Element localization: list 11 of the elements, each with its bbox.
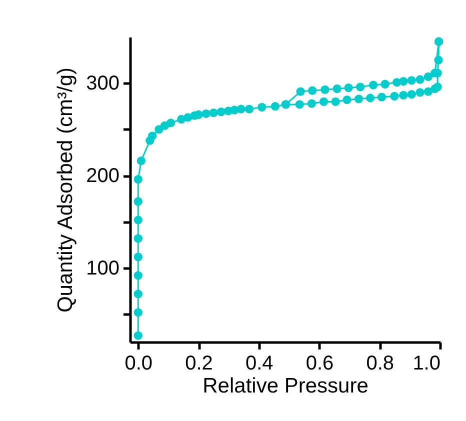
y-tick-label: 100 bbox=[86, 258, 120, 280]
y-tick-label: 200 bbox=[86, 165, 120, 188]
x-tick-label: 0.8 bbox=[366, 352, 394, 374]
x-tick-label: 0.0 bbox=[124, 352, 153, 374]
x-axis-title: Relative Pressure bbox=[202, 374, 368, 398]
y-tick-label: 300 bbox=[86, 72, 120, 95]
x-tick-label: 0.2 bbox=[185, 352, 213, 374]
y-axis-title: Quantity Adsorbed (cm³/g) bbox=[54, 67, 78, 313]
x-tick-label: 0.4 bbox=[245, 352, 274, 374]
x-tick-label: 0.6 bbox=[306, 352, 334, 374]
x-tick-label: 1.0 bbox=[412, 352, 440, 374]
